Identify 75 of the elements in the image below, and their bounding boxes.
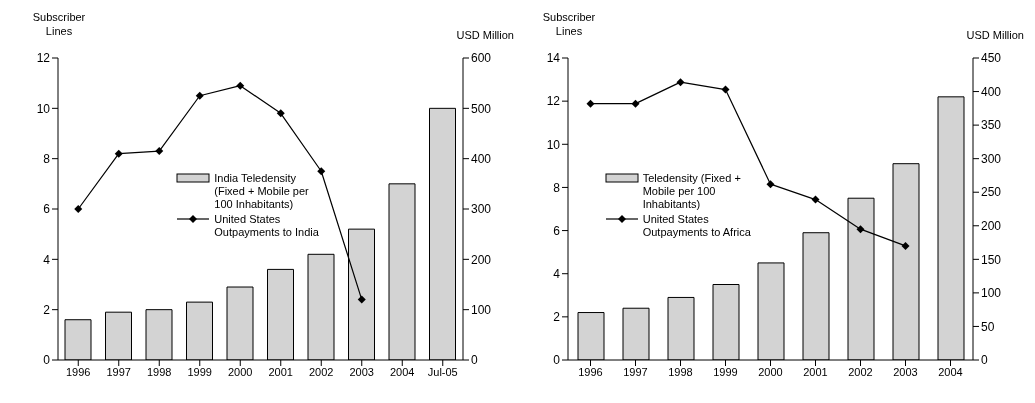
- x-tick-label: 2001: [803, 365, 828, 378]
- legend-label: United States Outpayments to India: [214, 212, 320, 239]
- point: [317, 167, 326, 176]
- x-tick-label: Jul-05: [427, 365, 458, 378]
- x-tick-label: 2002: [848, 365, 873, 378]
- legend-label: United States Outpayments to Africa: [642, 212, 752, 239]
- point: [276, 109, 285, 118]
- y-tick-label: 10: [546, 137, 561, 152]
- y2-tick-label: 250: [981, 185, 1002, 200]
- point: [721, 85, 730, 94]
- x-tick-label: 1998: [668, 365, 693, 378]
- point: [236, 81, 245, 90]
- x-tick-label: 1997: [106, 365, 131, 378]
- x-tick-label: 2004: [390, 365, 415, 378]
- y-tick-label: 14: [546, 51, 561, 66]
- y2-tick-label: 100: [471, 302, 492, 317]
- x-tick-label: 1997: [623, 365, 648, 378]
- x-tick-label: 1999: [713, 365, 738, 378]
- y-tick-label: 12: [546, 94, 561, 109]
- x-tick-label: 1996: [578, 365, 603, 378]
- y2-tick-label: 100: [981, 286, 1002, 301]
- y2-tick-label: 450: [981, 51, 1002, 66]
- x-tick-label: 2000: [228, 365, 253, 378]
- y2-tick-label: 300: [981, 151, 1002, 166]
- y-axis-title: Subscriber Lines: [541, 10, 597, 38]
- y-tick-label: 6: [43, 202, 51, 217]
- y-tick-label: 10: [36, 101, 51, 116]
- y2-tick-label: 200: [981, 219, 1002, 234]
- y2-axis-title: USD Million: [456, 28, 514, 42]
- point: [195, 91, 204, 100]
- x-tick-label: 1996: [66, 365, 91, 378]
- point: [114, 149, 123, 158]
- x-tick-label: 2003: [893, 365, 918, 378]
- y2-axis-title: USD Million: [966, 28, 1024, 42]
- point: [766, 180, 775, 189]
- x-tick-label: 2003: [349, 365, 374, 378]
- y2-tick-label: 600: [471, 51, 492, 66]
- x-tick-label: 1998: [147, 365, 172, 378]
- y2-tick-label: 0: [981, 353, 988, 368]
- y2-tick-label: 50: [981, 319, 995, 334]
- y-tick-label: 2: [553, 310, 561, 325]
- y2-tick-label: 400: [471, 151, 492, 166]
- point: [155, 147, 164, 156]
- point: [631, 99, 640, 108]
- x-tick-label: 1999: [187, 365, 212, 378]
- y2-tick-label: 300: [471, 202, 492, 217]
- y-tick-label: 8: [43, 151, 51, 166]
- y-tick-label: 2: [43, 302, 51, 317]
- legend-label: India Teledensity (Fixed + Mobile per 100 Inhabitants): [214, 171, 310, 211]
- point: [901, 241, 910, 250]
- y-tick-label: 4: [43, 252, 51, 267]
- y-tick-label: 12: [36, 51, 51, 66]
- y-tick-label: 4: [553, 266, 561, 281]
- y2-tick-label: 350: [981, 118, 1002, 133]
- point: [74, 205, 83, 213]
- y-tick-label: 6: [553, 223, 561, 238]
- x-tick-label: 2000: [758, 365, 783, 378]
- point: [357, 295, 366, 304]
- point: [586, 99, 595, 108]
- x-tick-label: 2002: [309, 365, 334, 378]
- y2-tick-label: 150: [981, 252, 1002, 267]
- point: [856, 225, 865, 234]
- y2-tick-label: 500: [471, 101, 492, 116]
- x-tick-label: 2001: [268, 365, 293, 378]
- y2-tick-label: 0: [471, 353, 478, 368]
- y2-tick-label: 200: [471, 252, 492, 267]
- legend-label: Teledensity (Fixed + Mobile per 100 Inhabitants): [642, 171, 742, 211]
- y2-tick-label: 400: [981, 84, 1002, 99]
- x-tick-label: 2004: [938, 365, 963, 378]
- y-tick-label: 8: [553, 180, 561, 195]
- y-tick-label: 0: [553, 353, 561, 368]
- y-tick-label: 0: [43, 353, 51, 368]
- y-axis-title: Subscriber Lines: [31, 10, 87, 38]
- point: [676, 78, 685, 87]
- point: [811, 195, 820, 204]
